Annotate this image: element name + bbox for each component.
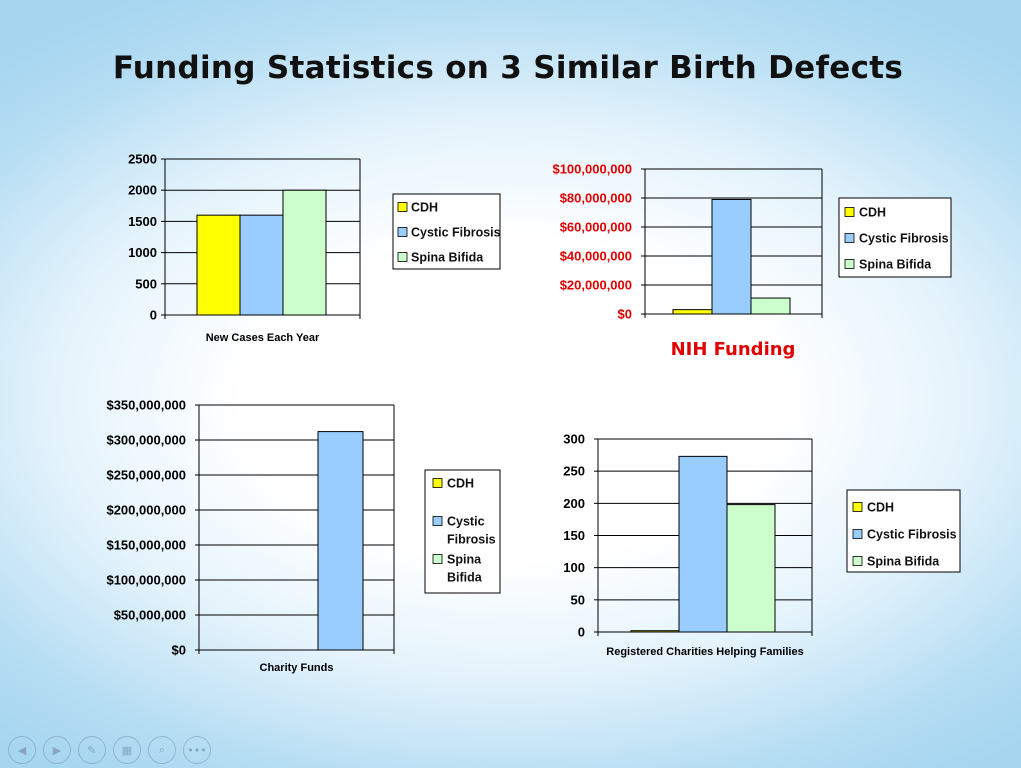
y-tick-label: 300 bbox=[563, 432, 585, 447]
legend-swatch-cystic-fibrosis bbox=[844, 233, 855, 243]
legend-label-cdh: CDH bbox=[859, 206, 886, 220]
chart-nih-funding: $0 $20,000,000 $40,000,000 $60,000,000 $80,0… bbox=[552, 162, 952, 360]
bar-cystic-fibrosis bbox=[711, 198, 752, 315]
legend: CDH Cystic Fibrosis Spina Bifida bbox=[838, 197, 952, 278]
x-category-label: Charity Funds bbox=[260, 662, 334, 674]
bar-cystic-fibrosis bbox=[678, 455, 728, 633]
legend-box bbox=[424, 469, 501, 594]
y-tick-label: $250,000,000 bbox=[106, 468, 186, 483]
y-tick-label: $100,000,000 bbox=[106, 573, 186, 588]
y-tick-label: $80,000,000 bbox=[560, 191, 632, 206]
legend-swatch-cystic-fibrosis bbox=[432, 516, 443, 526]
y-tick-label: 0 bbox=[578, 625, 585, 640]
bar-cdh bbox=[196, 214, 241, 316]
chart-new-cases: 0 500 1000 1500 2000 2500 New Cases Each Year C… bbox=[128, 152, 501, 345]
zoom-button[interactable]: ⌕ bbox=[148, 736, 176, 764]
legend-label-cdh: CDH bbox=[411, 201, 438, 215]
legend-label-cystic-fibrosis: Cystic Fibrosis bbox=[411, 226, 501, 240]
legend-label-line: Cystic bbox=[447, 515, 485, 529]
chart-title: NIH Funding bbox=[671, 339, 796, 360]
legend-swatch-spina-bifida bbox=[844, 259, 855, 269]
legend-swatch-spina-bifida bbox=[397, 252, 408, 262]
bar-spina-bifida bbox=[750, 297, 791, 315]
x-category-label: New Cases Each Year bbox=[206, 332, 320, 344]
more-options-button[interactable]: ••• bbox=[183, 736, 211, 764]
bar-cystic-fibrosis bbox=[239, 214, 284, 316]
legend-swatch-cdh bbox=[397, 202, 408, 212]
legend: CDH Cystic Fibrosis Spina Bifida bbox=[424, 469, 501, 594]
bar-cdh bbox=[630, 630, 680, 633]
y-tick-label: $0 bbox=[172, 643, 186, 658]
bar-cdh bbox=[672, 309, 713, 315]
y-tick-label: 100 bbox=[563, 560, 585, 575]
y-tick-label: 1000 bbox=[128, 245, 157, 260]
legend-label-spina-bifida: Spina Bifida bbox=[411, 251, 484, 265]
chart-registered-charities: 0 50 100 150 200 250 300 Registered Charities H… bbox=[563, 432, 961, 658]
legend-box bbox=[846, 489, 961, 573]
see-all-slides-button[interactable]: ▦ bbox=[113, 736, 141, 764]
y-tick-label: $100,000,000 bbox=[552, 162, 632, 177]
legend-swatch-spina-bifida bbox=[432, 554, 443, 564]
y-tick-label: $0 bbox=[618, 307, 632, 322]
legend-swatch-cdh bbox=[432, 478, 443, 488]
legend-swatch-spina-bifida bbox=[852, 556, 863, 566]
y-tick-label: $200,000,000 bbox=[106, 503, 186, 518]
legend-swatch-cystic-fibrosis bbox=[397, 227, 408, 237]
legend-label-cystic-fibrosis: Cystic Fibrosis bbox=[447, 515, 496, 547]
x-category-label: Registered Charities Helping Families bbox=[606, 646, 803, 658]
y-tick-label: 0 bbox=[150, 308, 157, 323]
y-tick-label: $350,000,000 bbox=[106, 398, 186, 413]
y-tick-label: 500 bbox=[135, 276, 157, 291]
legend-swatch-cdh bbox=[852, 502, 863, 512]
pen-tool-button[interactable]: ✎ bbox=[78, 736, 106, 764]
legend-label-spina-bifida: Spina Bifida bbox=[447, 553, 483, 585]
legend-swatch-cdh bbox=[844, 207, 855, 217]
legend-label-line: Fibrosis bbox=[447, 533, 496, 547]
bar-spina-bifida bbox=[726, 504, 776, 633]
y-tick-label: 50 bbox=[571, 592, 585, 607]
y-tick-label: $150,000,000 bbox=[106, 538, 186, 553]
legend-label-cystic-fibrosis: Cystic Fibrosis bbox=[867, 528, 957, 542]
bar-spina-bifida bbox=[282, 189, 327, 316]
slideshow-nav: ◀ ▶ ✎ ▦ ⌕ ••• bbox=[8, 736, 211, 764]
y-tick-label: $60,000,000 bbox=[560, 220, 632, 235]
next-slide-button[interactable]: ▶ bbox=[43, 736, 71, 764]
chart-charity-funds: $0 $50,000,000 $100,000,000 $150,000,000 $20… bbox=[106, 398, 501, 674]
legend-label-cystic-fibrosis: Cystic Fibrosis bbox=[859, 232, 949, 246]
bar-cystic-fibrosis bbox=[317, 431, 364, 651]
legend-label-spina-bifida: Spina Bifida bbox=[867, 555, 940, 569]
legend-label-cdh: CDH bbox=[447, 477, 474, 491]
y-tick-label: $50,000,000 bbox=[114, 608, 186, 623]
legend-box bbox=[838, 197, 952, 278]
legend-swatch-cystic-fibrosis bbox=[852, 529, 863, 539]
y-tick-label: 2500 bbox=[128, 152, 157, 167]
y-tick-label: $40,000,000 bbox=[560, 249, 632, 264]
y-tick-label: 200 bbox=[563, 496, 585, 511]
previous-slide-button[interactable]: ◀ bbox=[8, 736, 36, 764]
y-tick-label: $300,000,000 bbox=[106, 433, 186, 448]
y-tick-label: 150 bbox=[563, 528, 585, 543]
legend-label-line: Bifida bbox=[447, 571, 483, 585]
legend: CDH Cystic Fibrosis Spina Bifida bbox=[392, 193, 501, 270]
slide-title: Funding Statistics on 3 Similar Birth De… bbox=[112, 50, 904, 86]
legend-label-line: Spina bbox=[447, 553, 482, 567]
legend-label-spina-bifida: Spina Bifida bbox=[859, 258, 932, 272]
legend: CDH Cystic Fibrosis Spina Bifida bbox=[846, 489, 961, 573]
legend-label-cdh: CDH bbox=[867, 501, 894, 515]
y-tick-label: 2000 bbox=[128, 183, 157, 198]
y-tick-label: $20,000,000 bbox=[560, 278, 632, 293]
y-tick-label: 1500 bbox=[128, 214, 157, 229]
legend-box bbox=[392, 193, 501, 270]
y-tick-label: 250 bbox=[563, 464, 585, 479]
